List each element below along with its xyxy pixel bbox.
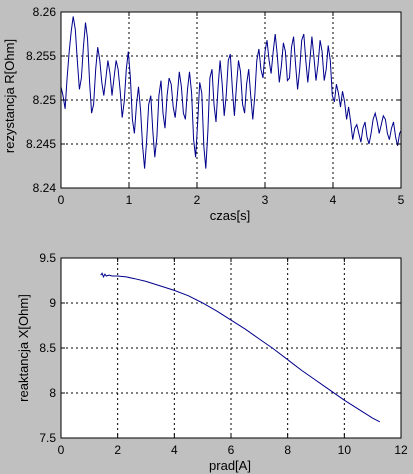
- reactance-x-tick-label: 0: [58, 443, 65, 457]
- resistance-y-tick-label: 8.25: [33, 93, 57, 107]
- resistance-x-axis-label: czas[s]: [210, 208, 250, 223]
- resistance-grid: [61, 12, 401, 188]
- reactance-series-line: [100, 272, 381, 423]
- resistance-y-tick-label: 8.26: [33, 5, 57, 19]
- resistance-x-tick-label: 3: [262, 193, 269, 207]
- resistance-y-tick-label: 8.24: [33, 181, 57, 195]
- reactance-x-tick-label: 12: [394, 443, 408, 457]
- reactance-y-tick-label: 8.5: [39, 341, 56, 355]
- reactance-chart: 0 2 4 6 8 10 12 7.5 8 8.5 9 9.5 prad[A] reaktancja …: [16, 251, 408, 473]
- resistance-x-tick-label: 2: [194, 193, 201, 207]
- reactance-y-tick-label: 9: [49, 296, 56, 310]
- resistance-y-tick-label: 8.245: [26, 137, 56, 151]
- reactance-x-tick-label: 2: [114, 443, 121, 457]
- reactance-grid: [61, 258, 401, 438]
- reactance-y-tick-label: 7.5: [39, 431, 56, 445]
- reactance-x-tick-label: 4: [171, 443, 178, 457]
- reactance-y-tick-label: 9.5: [39, 251, 56, 265]
- reactance-x-tick-label: 6: [228, 443, 235, 457]
- reactance-y-tick-label: 8: [49, 386, 56, 400]
- resistance-y-axis-label: rezystancja R[Ohm]: [2, 39, 17, 153]
- resistance-x-tick-label: 1: [126, 193, 133, 207]
- reactance-x-axis-label: prad[A]: [209, 458, 251, 473]
- resistance-ticks: 0 1 2 3 4 5 8.24 8.245 8.25 8.255 8.26: [26, 5, 405, 207]
- reactance-y-axis-label: reaktancja X[Ohm]: [16, 294, 31, 402]
- reactance-ticks: 0 2 4 6 8 10 12 7.5 8 8.5 9 9.5: [39, 251, 408, 457]
- resistance-series-line: [60, 16, 402, 169]
- reactance-x-tick-label: 8: [284, 443, 291, 457]
- resistance-x-tick-label: 4: [330, 193, 337, 207]
- resistance-x-tick-label: 0: [58, 193, 65, 207]
- resistance-x-tick-label: 5: [398, 193, 405, 207]
- resistance-y-tick-label: 8.255: [26, 49, 56, 63]
- reactance-x-tick-label: 10: [338, 443, 352, 457]
- resistance-chart: 0 1 2 3 4 5 8.24 8.245 8.25 8.255 8.26 czas[s] rez…: [2, 5, 405, 223]
